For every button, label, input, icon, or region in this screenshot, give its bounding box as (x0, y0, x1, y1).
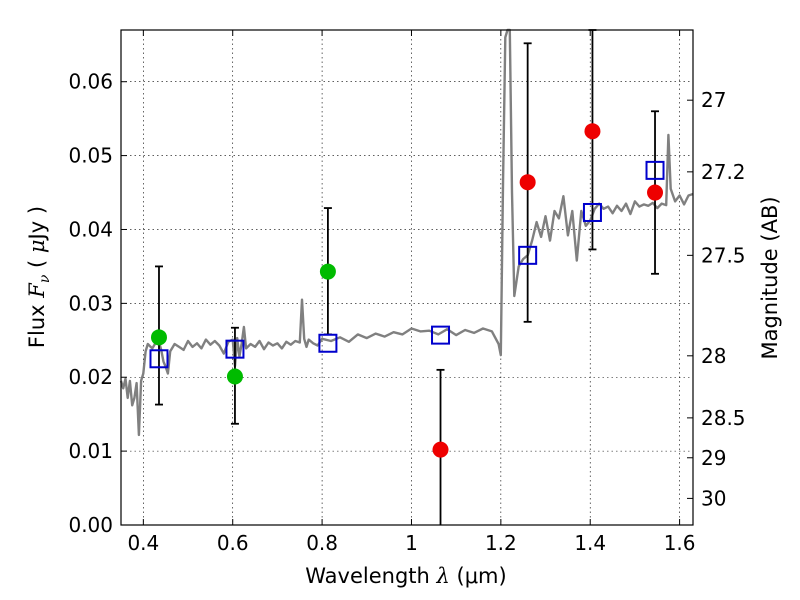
x-tick-label: 1.2 (485, 531, 517, 555)
x-tick-label: 0.6 (217, 531, 249, 555)
x-tick-label: 1.6 (664, 531, 696, 555)
y2-tick-label: 27.5 (701, 243, 746, 267)
model-photometry-square (582, 202, 602, 222)
grid-lines (121, 30, 693, 526)
model-photometry-square (318, 333, 338, 353)
sed-model-curve (119, 28, 694, 437)
model-photometry-square (518, 245, 538, 265)
error-bars (154, 29, 660, 525)
x-tick-label: 1.4 (574, 531, 606, 555)
y-tick-label: 0.01 (68, 439, 113, 463)
y-tick-label: 0.02 (68, 365, 113, 389)
y2-axis-label: Magnitude (AB) (758, 196, 782, 359)
x-axis-label: Wavelength λ (μm) (305, 564, 506, 588)
hst-photometry-point (519, 174, 536, 191)
y2-tick-label: 27 (701, 88, 726, 112)
y2-tick-label: 28 (701, 344, 726, 368)
y-tick-label: 0.06 (68, 70, 113, 94)
y-tick-label: 0.05 (68, 144, 113, 168)
axis-ticks: 0.4 0.6 0.8 1 1.2 1.4 1.6 0.00 0.01 0.02 0.03 0.04 0… (68, 30, 746, 555)
x-tick-label: 0.4 (127, 531, 159, 555)
ground-photometry-point (319, 263, 336, 280)
y-tick-label: 0.03 (68, 291, 113, 315)
ground-photometry-point (226, 368, 243, 385)
hst-photometry-point (432, 441, 449, 458)
y2-tick-label: 29 (701, 446, 726, 470)
model-photometry-square (645, 160, 665, 180)
y-tick-label: 0.00 (68, 513, 113, 537)
ground-photometry-point (150, 329, 167, 346)
hst-photometry-point (584, 123, 601, 140)
y2-tick-label: 30 (701, 486, 726, 510)
y2-tick-label: 27.2 (701, 160, 746, 184)
y-tick-label: 0.04 (68, 217, 113, 241)
plot-frame (120, 29, 694, 526)
x-tick-label: 0.8 (306, 531, 338, 555)
y-axis-label: Flux Fν ( μJy ) (25, 206, 53, 348)
model-photometry-square (225, 339, 245, 359)
hst-photometry-point (647, 184, 664, 201)
model-photometry-square (149, 349, 169, 369)
sed-model-line (119, 28, 694, 437)
x-tick-label: 1 (405, 531, 418, 555)
data-points (149, 123, 665, 458)
model-photometry-square (431, 325, 451, 345)
y2-tick-label: 28.5 (701, 406, 746, 430)
